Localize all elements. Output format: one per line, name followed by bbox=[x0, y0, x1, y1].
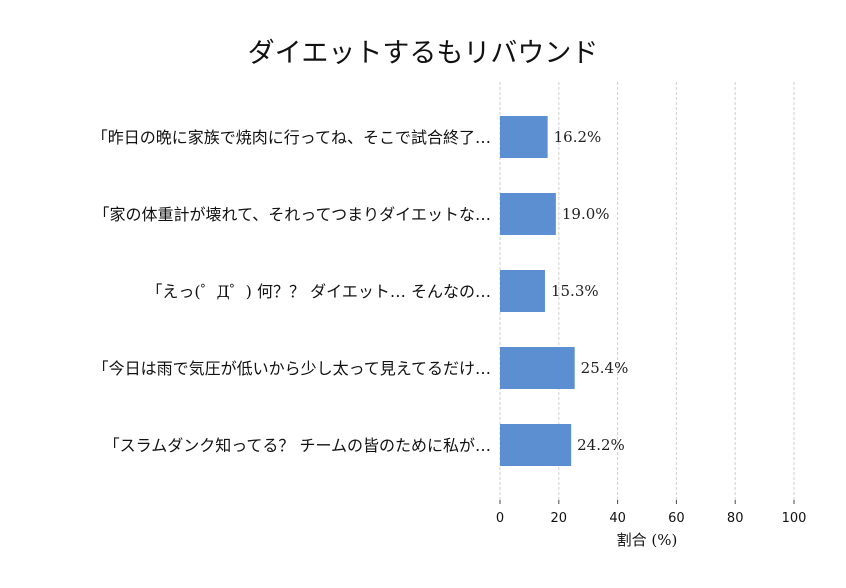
value-labels: 16.2% 19.0% 15.3% 25.4% 24.2% bbox=[551, 128, 628, 454]
x-tick-label: 20 bbox=[551, 511, 568, 526]
category-label: 「スラムダンク知ってる？ チームの皆のために私が… bbox=[104, 436, 491, 455]
bar bbox=[500, 270, 545, 312]
bar bbox=[500, 193, 556, 235]
x-axis-ticks: 0 20 40 60 80 100 bbox=[496, 500, 807, 526]
category-label: 「昨日の晩に家族で焼肉に行ってね、そこで試合終了… bbox=[92, 128, 491, 147]
x-axis-label: 割合 (%) bbox=[617, 531, 678, 549]
value-label: 15.3% bbox=[551, 282, 599, 300]
category-label: 「今日は雨で気圧が低いから少し太って見えてるだけ… bbox=[93, 359, 491, 378]
category-labels: 「昨日の晩に家族で焼肉に行ってね、そこで試合終了… 「家の体重計が壊れて、それって… bbox=[92, 128, 491, 455]
x-tick-label: 60 bbox=[668, 511, 685, 526]
x-tick-label: 100 bbox=[782, 511, 807, 526]
category-label: 「家の体重計が壊れて、それってつまりダイエットな… bbox=[94, 205, 491, 224]
bar bbox=[500, 347, 575, 389]
value-label: 24.2% bbox=[577, 436, 625, 454]
x-tick-label: 40 bbox=[609, 511, 626, 526]
x-tick-label: 0 bbox=[496, 511, 504, 526]
bar bbox=[500, 424, 572, 466]
category-label: 「えっ(゜Д゜) 何？？ ダイエット… そんなの… bbox=[146, 282, 491, 301]
bars bbox=[500, 116, 575, 466]
value-label: 16.2% bbox=[554, 128, 602, 146]
value-label: 19.0% bbox=[562, 205, 610, 223]
value-label: 25.4% bbox=[581, 359, 629, 377]
x-tick-label: 80 bbox=[727, 511, 744, 526]
chart-title: ダイエットするもリバウンド bbox=[248, 38, 599, 69]
bar bbox=[500, 116, 548, 158]
